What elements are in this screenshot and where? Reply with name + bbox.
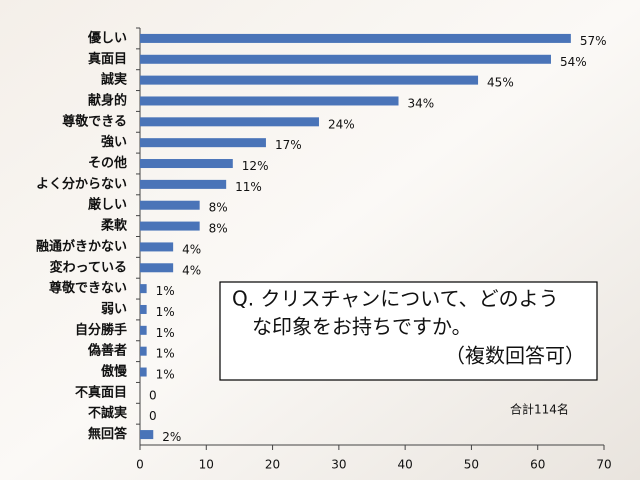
category-label: 優しい [87,30,127,46]
x-tick-label: 50 [464,458,479,472]
bar [140,304,147,314]
value-label: 57% [580,34,607,48]
question-box [219,281,598,381]
bar [140,54,551,64]
value-label: 0 [149,409,157,423]
bar [140,367,147,377]
value-label: 1% [156,305,175,319]
category-label: 尊敬できる [62,113,127,129]
category-label: よく分からない [36,176,127,192]
value-label: 1% [156,368,175,382]
category-label: 不誠実 [88,405,127,421]
category-label: 誠実 [101,72,127,88]
x-tick-label: 40 [398,458,413,472]
question-line: Q. クリスチャンについて、どのよう [232,287,559,311]
bar [140,221,200,231]
category-label: 弱い [101,301,127,317]
value-label: 24% [328,117,355,131]
value-label: 2% [162,430,181,444]
category-label: 傲慢 [101,364,128,380]
value-label: 4% [182,263,201,277]
category-label: 不真面目 [75,384,127,400]
bar [140,138,266,148]
value-label: 0 [149,388,157,402]
category-label: 偽善者 [87,343,127,359]
x-tick-label: 0 [136,458,144,472]
value-label: 1% [156,284,175,298]
value-label: 17% [275,138,302,152]
x-tick-label: 60 [530,458,545,472]
value-label: 8% [209,201,228,215]
bar [140,159,233,169]
category-label: 強い [101,134,127,150]
category-label: その他 [88,155,127,171]
bar [140,200,200,210]
value-label: 34% [408,96,435,110]
value-label: 54% [560,55,587,69]
category-label: 柔軟 [100,218,128,234]
bar [140,242,174,252]
category-label: 献身的 [88,92,127,108]
bar [140,75,479,85]
bar [140,117,319,127]
value-label: 45% [487,76,514,90]
value-label: 11% [235,180,262,194]
bar [140,33,571,43]
value-label: 12% [242,159,269,173]
bar [140,179,227,189]
total-note: 合計114名 [510,402,569,417]
category-label: 自分勝手 [75,322,127,338]
x-tick-label: 30 [331,458,346,472]
category-label: 真面目 [88,51,127,67]
category-label: 厳しい [88,197,127,213]
category-label: 尊敬できない [49,280,127,296]
value-label: 1% [156,326,175,340]
category-label: 変わっている [50,259,127,275]
value-label: 8% [209,222,228,236]
bar [140,346,147,356]
bar [140,284,147,294]
value-label: 1% [156,347,175,361]
bar [140,96,399,106]
x-tick-label: 70 [596,458,611,472]
x-tick-label: 20 [265,458,280,472]
bar [140,430,154,440]
bar [140,325,147,335]
question-line: （複数回答可） [445,344,585,368]
category-label: 無回答 [88,426,128,442]
x-tick-label: 10 [199,458,214,472]
value-label: 4% [182,242,201,256]
question-line: な印象をお持ちですか。 [252,315,472,339]
category-label: 融通がきかない [36,238,127,254]
bar [140,263,174,273]
